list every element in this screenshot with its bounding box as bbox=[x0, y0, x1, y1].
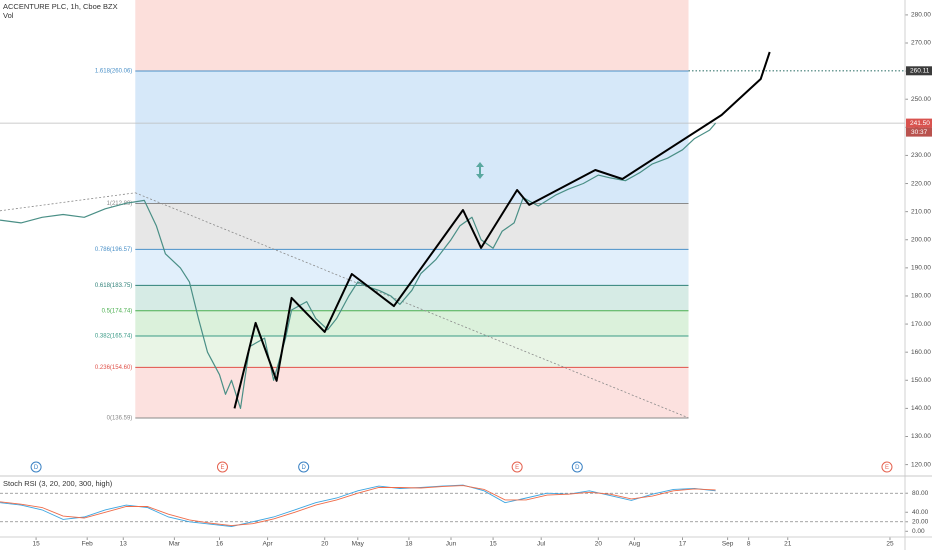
event-label: E bbox=[220, 465, 224, 471]
wave-line bbox=[233, 51, 771, 409]
fib-label: 0.786(196.57) bbox=[95, 247, 132, 253]
x-tick-label: Feb bbox=[82, 541, 94, 548]
countdown: 30:37 bbox=[911, 129, 928, 136]
x-tick-label: Sep bbox=[722, 541, 734, 548]
fib-band bbox=[135, 367, 689, 418]
price-tag bbox=[906, 118, 932, 128]
countdown-box bbox=[906, 127, 932, 137]
event-label: D bbox=[301, 465, 306, 471]
x-tick-label: Apr bbox=[263, 541, 274, 548]
x-tick-label: 25 bbox=[886, 541, 894, 548]
trend-line bbox=[0, 192, 136, 212]
fib-label: 0(136.59) bbox=[107, 416, 133, 422]
fib-label: 1.618(260.06) bbox=[95, 69, 132, 75]
y-tick-label: 220.00 bbox=[911, 180, 931, 187]
x-tick-label: 8 bbox=[747, 541, 751, 548]
event-label: D bbox=[34, 465, 39, 471]
event-marker bbox=[881, 461, 893, 473]
x-tick-label: 15 bbox=[489, 541, 497, 548]
event-label: E bbox=[515, 465, 519, 471]
x-tick-label: Jul bbox=[537, 541, 546, 548]
y-tick-label: 120.00 bbox=[911, 461, 931, 468]
y-tick-label: 190.00 bbox=[911, 265, 931, 272]
fib-band bbox=[135, 310, 689, 337]
fib-label: 0.618(183.75) bbox=[95, 283, 132, 289]
stoch-line bbox=[0, 485, 716, 527]
y-tick-label: 210.00 bbox=[911, 208, 931, 215]
chart-title: ACCENTURE PLC, 1h, Cboe BZX bbox=[3, 2, 118, 11]
event-marker bbox=[571, 461, 583, 473]
x-tick-label: 20 bbox=[321, 541, 329, 548]
y-tick-label: 170.00 bbox=[911, 321, 931, 328]
event-marker bbox=[216, 461, 228, 473]
y-tick-label: 150.00 bbox=[911, 377, 931, 384]
fib-label: 1(212.89) bbox=[107, 201, 133, 207]
x-tick-label: 21 bbox=[784, 541, 792, 548]
fib-band bbox=[135, 203, 689, 250]
y-tick-label: 230.00 bbox=[911, 152, 931, 159]
event-marker bbox=[511, 461, 523, 473]
stoch-title: Stoch RSI (3, 20, 200, 300, high) bbox=[3, 479, 113, 488]
x-tick-label: 18 bbox=[405, 541, 413, 548]
move-icon bbox=[476, 162, 484, 179]
event-label: D bbox=[575, 465, 580, 471]
fib-top-band bbox=[135, 0, 689, 71]
y-tick-label: 140.00 bbox=[911, 405, 931, 412]
price-tag-label: 241.50 bbox=[910, 120, 930, 127]
x-tick-label: 15 bbox=[32, 541, 40, 548]
stoch-line bbox=[0, 484, 716, 527]
fib-band bbox=[135, 70, 689, 204]
event-marker bbox=[298, 461, 310, 473]
stoch-y-tick-label: 80.00 bbox=[912, 490, 929, 497]
fib-label: 0.236(154.60) bbox=[95, 365, 132, 371]
price-line-series bbox=[0, 122, 717, 409]
x-tick-label: Mar bbox=[169, 541, 181, 548]
y-tick-label: 160.00 bbox=[911, 349, 931, 356]
y-tick-label: 180.00 bbox=[911, 293, 931, 300]
stoch-y-tick-label: 0.00 bbox=[912, 528, 925, 535]
x-tick-label: Aug bbox=[629, 541, 641, 548]
y-tick-label: 280.00 bbox=[911, 12, 931, 19]
price-tag-label: 260.11 bbox=[910, 68, 930, 75]
x-tick-label: 17 bbox=[679, 541, 687, 548]
fib-band bbox=[135, 336, 689, 368]
x-tick-label: Jun bbox=[446, 541, 457, 548]
fib-label: 0.5(174.74) bbox=[102, 308, 133, 314]
x-tick-label: 13 bbox=[120, 541, 128, 548]
stoch-y-tick-label: 40.00 bbox=[912, 509, 929, 516]
x-tick-label: 20 bbox=[595, 541, 603, 548]
trend-line bbox=[135, 192, 689, 419]
price-tag bbox=[906, 66, 932, 76]
y-tick-label: 130.00 bbox=[911, 433, 931, 440]
y-tick-label: 250.00 bbox=[911, 96, 931, 103]
event-label: E bbox=[885, 465, 889, 471]
chart-subtitle: Vol bbox=[3, 11, 14, 20]
y-tick-label: 270.00 bbox=[911, 40, 931, 47]
stoch-y-tick-label: 20.00 bbox=[912, 518, 929, 525]
x-tick-label: 16 bbox=[216, 541, 224, 548]
y-tick-label: 200.00 bbox=[911, 236, 931, 243]
x-tick-label: May bbox=[352, 541, 365, 548]
fib-label: 0.382(165.74) bbox=[95, 334, 132, 340]
event-marker bbox=[30, 461, 42, 473]
